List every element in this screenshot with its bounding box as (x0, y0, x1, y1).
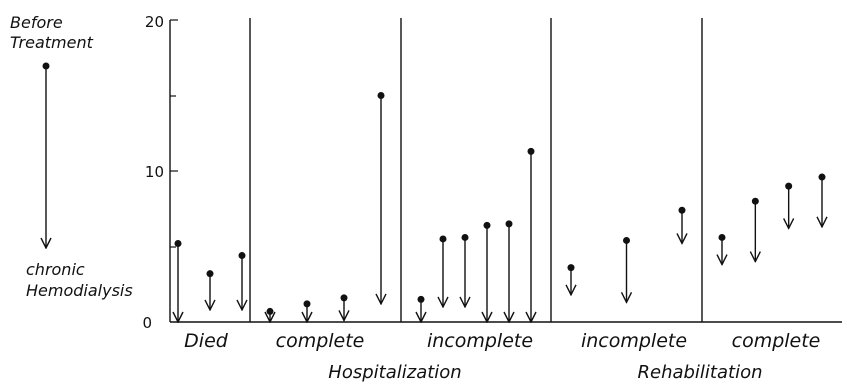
before-dot-2-0 (417, 295, 425, 303)
before-dot-2-2 (461, 233, 469, 241)
before-dot-2-3 (483, 221, 491, 229)
category-label-hosp-incomplete: incomplete (427, 330, 533, 352)
legend-before-label-line1: Before (10, 13, 63, 32)
group-labels: Hospitalization Rehabilitation (328, 362, 762, 383)
before-dot-1-2 (340, 294, 348, 302)
before-dot-3-2 (678, 206, 686, 214)
legend: Before Treatment chronic Hemodialysis (10, 13, 133, 300)
category-label-died: Died (184, 330, 229, 352)
group-label-rehabilitation: Rehabilitation (637, 362, 762, 383)
before-dot-2-1 (439, 235, 447, 243)
y-tick-label-0: 0 (142, 314, 152, 332)
legend-after-label-line2: Hemodialysis (26, 281, 133, 300)
y-tick-label-20: 20 (145, 13, 164, 31)
data-marks (175, 92, 826, 322)
before-dot-0-1 (206, 270, 214, 278)
before-dot-2-5 (527, 147, 535, 155)
before-dot-4-2 (785, 182, 793, 190)
before-dot-1-0 (266, 307, 274, 315)
legend-before-label-line2: Treatment (10, 33, 94, 52)
before-dot-0-2 (238, 252, 246, 260)
legend-after-label-line1: chronic (26, 260, 85, 279)
before-dot-4-1 (751, 197, 759, 205)
y-tick-label-10: 10 (145, 163, 164, 181)
category-label-rehab-incomplete: incomplete (581, 330, 687, 352)
category-label-rehab-complete: complete (732, 330, 821, 352)
before-dot-3-0 (567, 264, 575, 272)
before-dot-3-1 (623, 236, 630, 244)
category-label-hosp-complete: complete (276, 330, 365, 352)
before-dot-0-0 (174, 239, 182, 247)
before-dot-1-1 (303, 300, 311, 308)
before-dot-4-3 (818, 173, 826, 181)
y-axis: 20 10 0 (142, 13, 178, 332)
category-labels: Died complete incomplete incomplete comp… (184, 330, 820, 352)
group-label-hospitalization: Hospitalization (328, 362, 461, 383)
before-dot-4-0 (718, 233, 726, 241)
before-dot-1-3 (377, 92, 385, 99)
before-dot-2-4 (505, 220, 513, 228)
panel-frame (170, 18, 842, 323)
